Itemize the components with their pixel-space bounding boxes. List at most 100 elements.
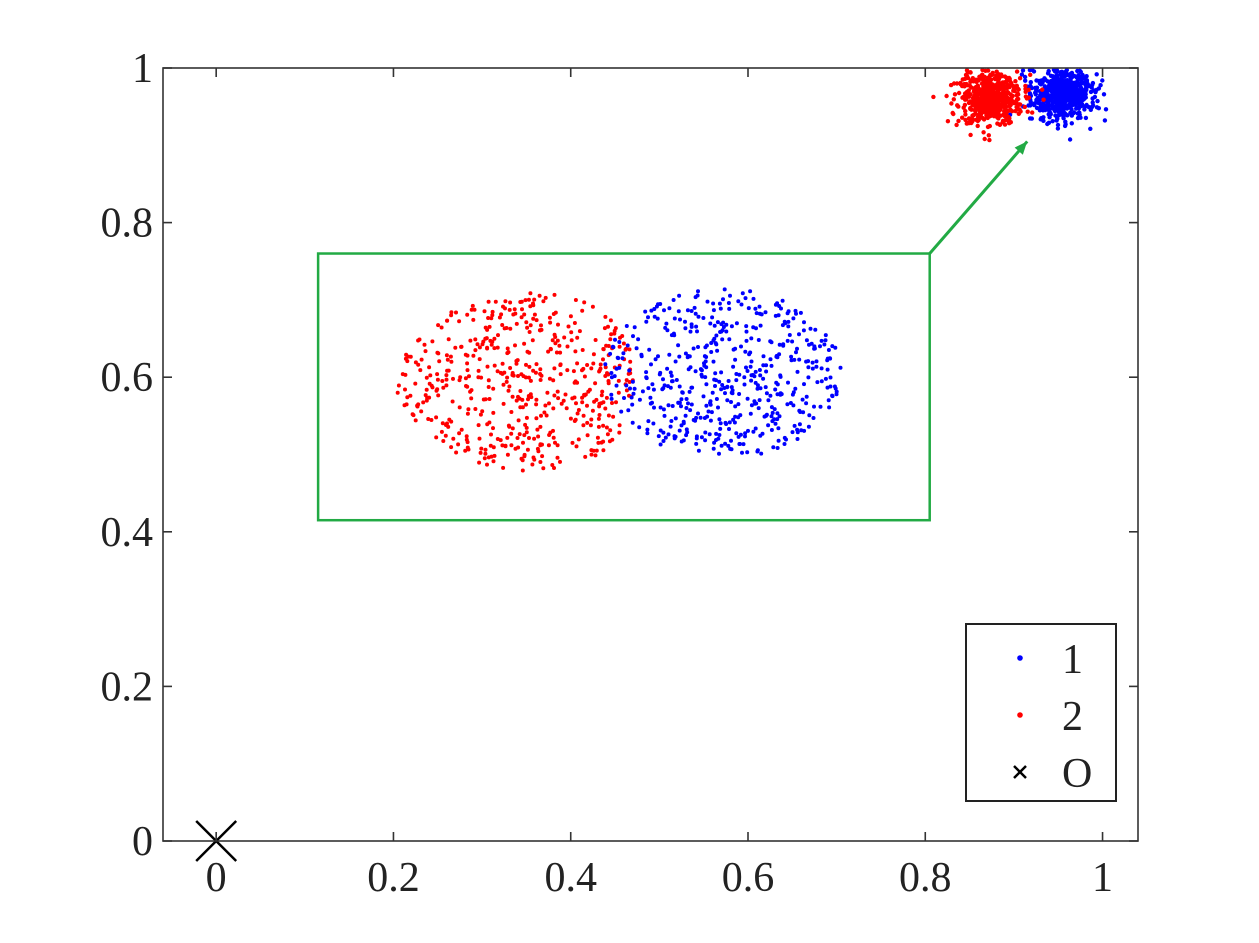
inset-series-2-point (580, 348, 585, 352)
inset-series-2-point (565, 344, 570, 349)
series-2-point (1002, 105, 1008, 110)
inset-series-2-point (583, 454, 588, 459)
series-1-point (1083, 89, 1088, 94)
inset-series-2-point (588, 423, 593, 428)
series-1-point (1064, 98, 1070, 103)
series-1-point (1052, 108, 1058, 114)
legend-label: 2 (1062, 694, 1083, 740)
series-2-point (981, 117, 987, 122)
inset-series-2-point (517, 432, 522, 437)
series-1-point (1055, 91, 1061, 96)
inset-series-2-point (485, 345, 490, 350)
inset-series-1-point (744, 329, 749, 334)
series-2-point (1008, 83, 1013, 88)
inset-series-2-point (534, 416, 539, 421)
inset-series-1-point (786, 319, 791, 324)
inset-series-1-point (811, 416, 816, 420)
inset-series-2-point (574, 444, 579, 449)
inset-series-2-point (489, 432, 493, 437)
inset-series-1-point (808, 326, 813, 331)
inset-series-1-point (806, 359, 811, 364)
inset-series-2-point (514, 398, 519, 403)
inset-series-2-point (539, 373, 544, 378)
inset-series-1-point (760, 431, 765, 436)
series-2-point (1030, 110, 1035, 115)
inset-series-2-point (581, 413, 586, 418)
inset-series-1-point (700, 374, 705, 379)
series-2-point (976, 113, 982, 118)
inset-series-2-point (604, 395, 609, 400)
inset-series-1-point (609, 371, 614, 375)
inset-series-2-point (561, 398, 566, 403)
inset-series-1-point (804, 338, 809, 343)
inset-series-1-point (719, 370, 724, 375)
inset-series-2-point (593, 453, 598, 458)
inset-series-2-point (469, 307, 474, 312)
inset-series-1-point (775, 417, 780, 422)
series-2-point (1015, 91, 1020, 96)
series-1-point (1088, 126, 1093, 131)
series-1-point (1070, 102, 1075, 108)
series-1-point (1019, 72, 1025, 77)
inset-series-2-point (582, 374, 587, 379)
inset-series-1-point (729, 447, 734, 452)
inset-series-2-point (402, 403, 407, 408)
inset-series-2-point (569, 330, 574, 335)
inset-series-1-point (632, 386, 637, 391)
inset-series-2-point (520, 468, 525, 473)
inset-series-1-point (685, 308, 690, 313)
inset-series-2-point (491, 410, 496, 415)
series-2-point (1008, 107, 1013, 113)
series-1-point (1084, 74, 1089, 79)
inset-series-1-point (812, 404, 816, 409)
series-1-point (1022, 78, 1028, 83)
series-1-point (1085, 82, 1091, 87)
inset-series-2-point (485, 327, 490, 332)
series-1-point (1092, 94, 1098, 100)
series-2-point (987, 123, 992, 129)
inset-series-1-point (748, 289, 753, 294)
inset-series-2-point (607, 439, 612, 444)
inset-series-2-point (524, 402, 528, 407)
inset-series-1-point (661, 386, 666, 391)
inset-series-1-point (729, 400, 733, 404)
inset-series-1-point (757, 304, 762, 309)
series-1-point (1079, 87, 1084, 92)
inset-series-1-point (777, 414, 782, 419)
inset-series-1-point (658, 442, 663, 447)
inset-series-1-point (727, 427, 731, 431)
inset-series-2-point (451, 376, 455, 381)
inset-series-1-point (725, 384, 730, 389)
series-2-point (973, 108, 978, 114)
inset-series-1-point (667, 352, 672, 357)
inset-series-2-point (621, 341, 626, 346)
inset-series-1-point (657, 372, 662, 377)
inset-series-1-point (724, 322, 729, 327)
axes-layer (162, 67, 1139, 842)
inset-series-2-point (548, 346, 553, 351)
inset-series-1-point (768, 393, 773, 398)
inset-series-1-point (743, 434, 747, 439)
inset-series-1-point (632, 325, 637, 330)
inset-series-2-point (466, 407, 471, 412)
series-2-point (969, 85, 974, 90)
inset-series-1-point (813, 327, 818, 332)
inset-series-1-point (729, 385, 734, 390)
series-1-point (1063, 72, 1068, 77)
series-1-point (1046, 83, 1052, 89)
inset-series-2-point (445, 421, 449, 426)
inset-series-1-point (763, 310, 768, 315)
inset-series-2-point (562, 335, 567, 340)
inset-series-1-point (613, 337, 617, 342)
inset-series-1-point (838, 365, 843, 370)
inset-series-2-point (465, 361, 470, 366)
inset-series-1-point (710, 315, 715, 320)
inset-series-2-point (476, 423, 481, 428)
inset-series-1-point (714, 333, 719, 338)
inset-series-1-point (643, 309, 648, 314)
inset-series-2-point (608, 318, 613, 323)
inset-series-2-point (568, 314, 573, 319)
inset-series-2-point (446, 337, 451, 342)
inset-series-1-point (636, 337, 641, 342)
y-tick-label: 0.6 (101, 355, 154, 401)
